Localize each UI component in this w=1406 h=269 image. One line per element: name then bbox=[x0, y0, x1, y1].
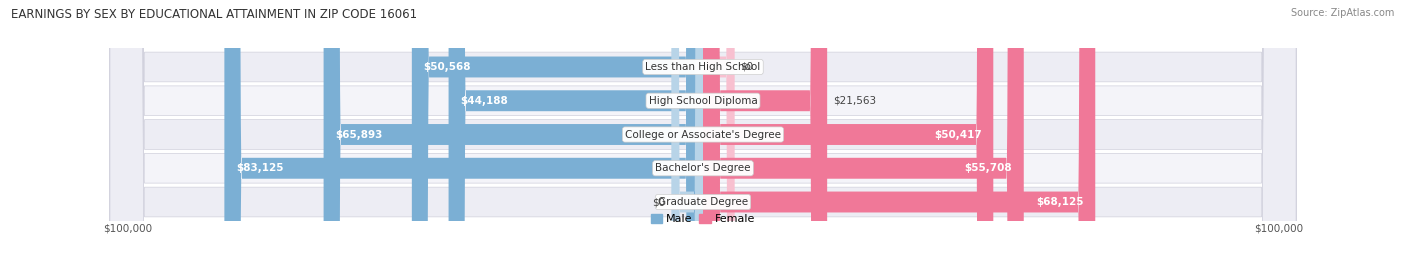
FancyBboxPatch shape bbox=[671, 0, 703, 269]
Text: College or Associate's Degree: College or Associate's Degree bbox=[626, 129, 780, 140]
Text: $50,568: $50,568 bbox=[423, 62, 471, 72]
FancyBboxPatch shape bbox=[110, 0, 1296, 269]
Text: $83,125: $83,125 bbox=[236, 163, 284, 173]
Text: $0: $0 bbox=[741, 62, 754, 72]
FancyBboxPatch shape bbox=[449, 0, 703, 269]
FancyBboxPatch shape bbox=[110, 0, 1296, 269]
Text: Bachelor's Degree: Bachelor's Degree bbox=[655, 163, 751, 173]
Text: Source: ZipAtlas.com: Source: ZipAtlas.com bbox=[1291, 8, 1395, 18]
FancyBboxPatch shape bbox=[225, 0, 703, 269]
FancyBboxPatch shape bbox=[110, 0, 1296, 269]
Text: $21,563: $21,563 bbox=[832, 96, 876, 106]
Text: $50,417: $50,417 bbox=[934, 129, 981, 140]
Text: $0: $0 bbox=[652, 197, 665, 207]
Text: $44,188: $44,188 bbox=[460, 96, 508, 106]
FancyBboxPatch shape bbox=[703, 0, 827, 269]
FancyBboxPatch shape bbox=[703, 0, 735, 269]
Text: High School Diploma: High School Diploma bbox=[648, 96, 758, 106]
FancyBboxPatch shape bbox=[412, 0, 703, 269]
Text: $55,708: $55,708 bbox=[965, 163, 1012, 173]
Text: $65,893: $65,893 bbox=[335, 129, 382, 140]
FancyBboxPatch shape bbox=[703, 0, 993, 269]
FancyBboxPatch shape bbox=[110, 0, 1296, 269]
FancyBboxPatch shape bbox=[110, 0, 1296, 269]
FancyBboxPatch shape bbox=[703, 0, 1095, 269]
FancyBboxPatch shape bbox=[323, 0, 703, 269]
FancyBboxPatch shape bbox=[703, 0, 1024, 269]
Text: $68,125: $68,125 bbox=[1036, 197, 1084, 207]
Legend: Male, Female: Male, Female bbox=[647, 210, 759, 229]
Text: Less than High School: Less than High School bbox=[645, 62, 761, 72]
Text: EARNINGS BY SEX BY EDUCATIONAL ATTAINMENT IN ZIP CODE 16061: EARNINGS BY SEX BY EDUCATIONAL ATTAINMEN… bbox=[11, 8, 418, 21]
Text: Graduate Degree: Graduate Degree bbox=[658, 197, 748, 207]
